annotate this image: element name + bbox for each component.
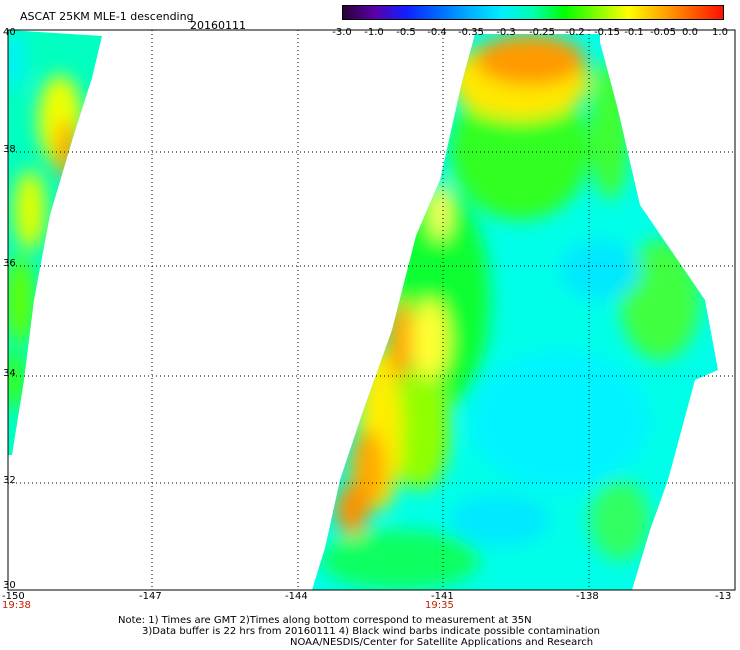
note-line: 3)Data buffer is 22 hrs from 20160111 4)…	[142, 626, 600, 637]
lon-tick: -147	[139, 591, 162, 602]
lat-tick: 40	[3, 27, 16, 38]
lat-tick: 38	[3, 144, 16, 155]
footnotes: Note: 1) Times are GMT 2)Times along bot…	[118, 615, 600, 648]
note-line: Note: 1) Times are GMT 2)Times along bot…	[118, 615, 532, 626]
colorbar-tick: -0.5	[396, 27, 416, 38]
lat-tick: 36	[3, 258, 16, 269]
map-date: 20160111	[190, 19, 246, 32]
colorbar-tick: -0.05	[650, 27, 676, 38]
lat-tick: 30	[3, 580, 16, 591]
lat-tick: 34	[3, 368, 16, 379]
lon-tick: -138	[576, 591, 599, 602]
lon-tick: -13	[715, 591, 732, 602]
colorbar-tick: -0.4	[427, 27, 447, 38]
colorbar-tick: 1.0	[712, 27, 728, 38]
colorbar-tick: -0.35	[458, 27, 484, 38]
colorbar-labels: -3.0 -1.0 -0.5 -0.4 -0.35 -0.3 -0.25 -0.…	[328, 27, 738, 39]
right-swath	[312, 34, 718, 590]
lon-tick: -141	[431, 591, 454, 602]
colorbar-tick: -3.0	[332, 27, 352, 38]
colorbar-tick: -0.15	[594, 27, 620, 38]
colorbar	[342, 5, 724, 20]
colorbar-tick: -0.3	[496, 27, 516, 38]
colorbar-tick: -0.25	[529, 27, 555, 38]
colorbar-tick: -0.1	[624, 27, 644, 38]
colorbar-tick: -1.0	[364, 27, 384, 38]
colorbar-tick: -0.2	[565, 27, 585, 38]
note-line: NOAA/NESDIS/Center for Satellite Applica…	[290, 637, 594, 648]
lon-tick: -150	[2, 591, 25, 602]
grid-lines	[8, 30, 735, 590]
map-title: ASCAT 25KM MLE-1 descending	[20, 10, 194, 23]
colorbar-tick: 0.0	[682, 27, 698, 38]
lat-tick: 32	[3, 475, 16, 486]
left-swath	[8, 30, 102, 455]
time-label: 19:38	[2, 600, 31, 611]
lon-tick: -144	[285, 591, 308, 602]
time-label: 19:35	[425, 600, 454, 611]
map-frame	[7, 29, 736, 591]
